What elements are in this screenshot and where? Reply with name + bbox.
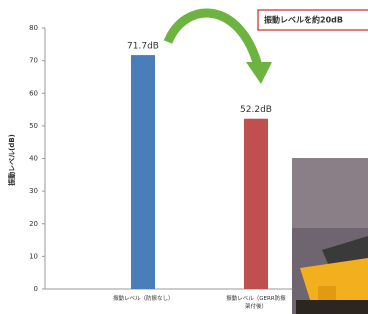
value-label: 52.2dB <box>240 105 272 115</box>
value-label: 71.7dB <box>127 42 159 52</box>
photo <box>292 158 368 314</box>
y-tick-label: 0 <box>34 285 38 293</box>
x-tick-label: 振動レベル（防振なし） <box>113 295 173 303</box>
y-axis-label: 振動レベル(dB) <box>7 134 16 186</box>
arrow-head <box>246 62 272 84</box>
x-tick-label: 振動レベル（GERR防振架付後） <box>226 295 286 311</box>
arrow <box>168 13 258 66</box>
chart: 振動レベル(dB) 0102030405060708071.7dB52.2dB … <box>0 0 368 314</box>
page: {"chart_data": {"type": "bar", "y_label"… <box>0 0 368 314</box>
y-tick-label: 20 <box>29 220 38 228</box>
bar <box>131 55 155 289</box>
y-tick-label: 10 <box>29 252 38 260</box>
y-tick-label: 50 <box>29 122 38 130</box>
y-tick-label: 40 <box>29 155 38 163</box>
y-tick-label: 60 <box>29 89 38 97</box>
y-tick-label: 30 <box>29 187 38 195</box>
y-tick-label: 70 <box>29 57 38 65</box>
bar <box>244 119 268 289</box>
y-tick-label: 80 <box>29 24 38 32</box>
annotation: 振動レベルを約20dB <box>264 15 343 25</box>
